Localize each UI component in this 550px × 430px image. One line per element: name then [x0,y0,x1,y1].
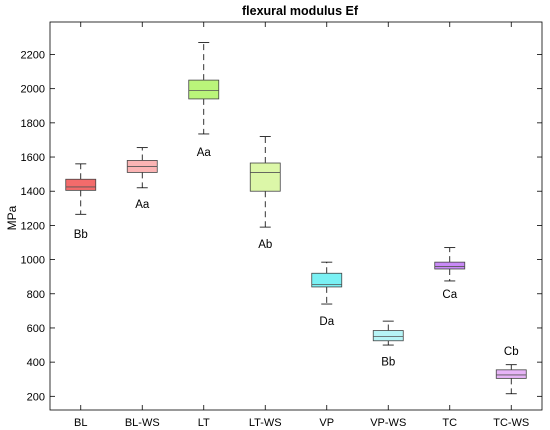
y-tick-label: 200 [27,391,45,403]
x-tick-label: VP [319,417,334,429]
y-tick-label: 1200 [21,220,45,232]
significance-letters: Aa [197,147,212,159]
y-tick-label: 1800 [21,118,45,130]
x-tick-label: BL-WS [125,417,160,429]
x-tick-label: LT-WS [249,417,282,429]
y-tick-label: 2200 [21,49,45,61]
y-tick-label: 1000 [21,255,45,267]
significance-letters: Aa [135,199,150,211]
box-vp-ws [372,330,404,342]
x-tick-label: BL [74,417,87,429]
box-vp [311,272,343,288]
significance-letters: Cb [504,346,519,358]
significance-letters: Da [319,316,334,328]
significance-letters: Bb [381,356,395,368]
y-tick-label: 400 [27,357,45,369]
box-tc [434,261,466,270]
x-tick-label: VP-WS [370,417,406,429]
x-tick-label: TC [442,417,457,429]
box-lt-ws [249,162,281,192]
box-lt [188,79,220,100]
significance-letters: Ca [442,289,457,301]
box-bl [65,178,97,191]
y-tick-label: 800 [27,289,45,301]
box-tc-ws [495,369,527,379]
y-tick-label: 2000 [21,84,45,96]
chart-title: flexural modulus Ef [242,4,359,18]
plot-area: 200 400 600 800 1000 1200 1400 1600 1800 2000 2200… [21,21,543,429]
y-tick-label: 1600 [21,152,45,164]
y-tick-label: 1400 [21,186,45,198]
plot-frame [49,21,543,411]
x-tick-label: TC-WS [493,417,529,429]
significance-letters: Ab [258,239,272,251]
y-tick-label: 600 [27,323,45,335]
significance-letters: Bb [74,229,88,241]
x-tick-label: LT [198,417,210,429]
y-axis-label: MPa [5,205,19,230]
